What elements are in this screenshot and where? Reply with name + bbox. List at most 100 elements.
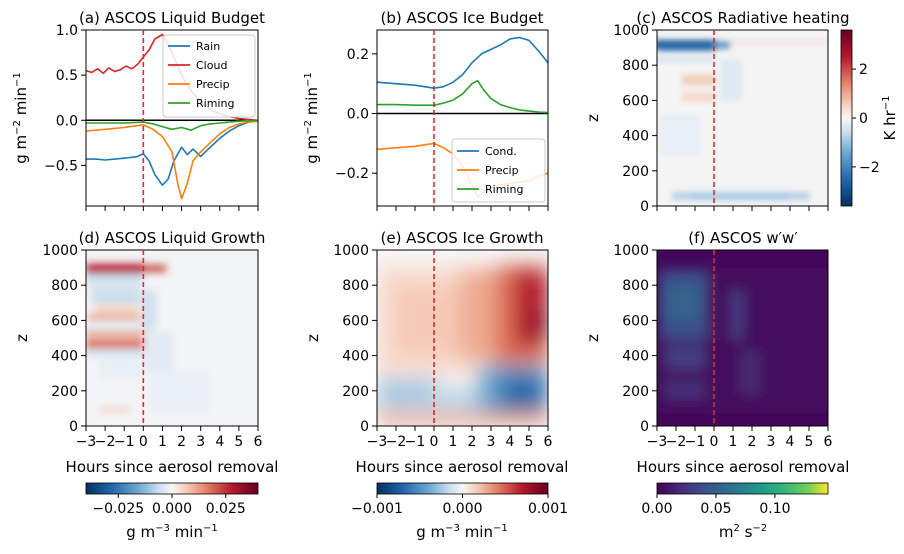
colorbar-label-f: m2 s−2 [719, 523, 767, 541]
heatmap-cell-c [690, 194, 790, 199]
y-tick-label: 1000 [333, 243, 369, 259]
panel-title-e: (e) ASCOS Ice Growth [380, 229, 543, 247]
heatmap-cell-f [665, 380, 705, 400]
colorbar-tick-label: 0.025 [206, 501, 246, 517]
y-tick-label: 0 [69, 419, 78, 435]
series-line-riming [86, 119, 258, 131]
y-tick-label: 1000 [42, 243, 78, 259]
series-line-rain [86, 120, 258, 186]
x-ticks-c [656, 206, 829, 211]
heatmap-d [86, 264, 210, 412]
panel-c-radiative-heating: (c) ASCOS Radiative heating 1000 800 600 40… [584, 9, 899, 215]
colorbar-label-d: g m−3 min−1 [126, 523, 217, 541]
colorbar-tick-label: 0 [859, 111, 868, 127]
x-tick-label: 5 [525, 434, 534, 450]
x-ticks-f: −3−2−1 0 1 2 3 4 5 6 [647, 426, 833, 450]
panel-d-liquid-growth: (d) ASCOS Liquid Growth [13, 229, 278, 541]
heatmap-cell-d [142, 290, 156, 330]
y-tick-label: 200 [622, 384, 649, 400]
y-axis-label-a: g m−2 min−1 [12, 72, 30, 163]
panel-title-c: (c) ASCOS Radiative heating [636, 9, 849, 27]
x-tick-label: 0 [139, 434, 148, 450]
panel-title-a: (a) ASCOS Liquid Budget [79, 9, 265, 27]
y-tick-label: 0 [640, 199, 649, 215]
heatmap-cell-c [730, 40, 828, 45]
colorbar-e: −0.001 0.000 0.001 g m−3 min−1 [351, 482, 568, 541]
y-axis-label-c: z [584, 114, 602, 122]
heatmap-cell-d [86, 340, 144, 348]
colorbar-d: −0.025 0.000 0.025 g m−3 min−1 [85, 482, 259, 541]
x-tick-label: −1 [685, 434, 706, 450]
y-tick-label: 1.0 [56, 23, 78, 39]
x-tick-label: 2 [177, 434, 186, 450]
y-tick-label: 600 [342, 313, 369, 329]
x-tick-label: 3 [196, 434, 205, 450]
colorbar-label-c: K hr−1 [881, 95, 899, 140]
colorbar-tick-label: −0.025 [92, 501, 144, 517]
heatmap-cell-d [92, 296, 140, 302]
y-tick-label: −0.5 [44, 158, 78, 174]
heatmap-cell-d [86, 323, 142, 328]
heatmap-cell-d [144, 332, 174, 372]
axes-frame-f [656, 249, 829, 427]
x-ticks-e: −3−2−1 0 1 2 3 4 5 6 [367, 426, 553, 450]
y-tick-label: 0.0 [347, 107, 369, 123]
y-tick-label: 1000 [613, 243, 649, 259]
panel-title-f: (f) ASCOS w′w′ [688, 229, 798, 247]
heatmap-cell-d [86, 350, 144, 355]
x-tick-label: −1 [405, 434, 426, 450]
axes-frame-c [656, 29, 829, 207]
colorbar-tick-label: 0.000 [152, 501, 192, 517]
x-tick-label: 1 [449, 434, 458, 450]
heatmap-cell-d [88, 314, 140, 320]
legend-label: Riming [196, 97, 234, 110]
heatmap-cell-d [95, 306, 140, 311]
x-tick-label: −1 [114, 434, 135, 450]
y-ticks-e: 1000 800 600 400 200 0 [333, 243, 377, 435]
x-tick-label: 4 [506, 434, 515, 450]
heatmap-cell-f [665, 285, 700, 320]
heatmap-e [377, 265, 548, 424]
y-tick-label: 400 [622, 129, 649, 145]
colorbar-tick-label: 0.00 [641, 501, 672, 517]
x-tick-label: 4 [215, 434, 224, 450]
colorbar-tick-label: 2 [859, 62, 868, 78]
heatmap-cell-d [86, 331, 144, 337]
y-tick-label: 200 [342, 384, 369, 400]
x-tick-label: 0 [710, 434, 719, 450]
x-ticks-a [85, 206, 259, 211]
y-tick-label: 0 [640, 419, 649, 435]
y-tick-label: 0.5 [56, 68, 78, 84]
legend-label: Cloud [196, 59, 227, 72]
heatmap-cell-d [144, 265, 166, 272]
panel-title-d: (d) ASCOS Liquid Growth [79, 229, 266, 247]
x-tick-label: 6 [254, 434, 263, 450]
colorbar-bar-c [840, 29, 853, 207]
series-line-cond [377, 36, 548, 89]
y-axis-label-f: z [584, 334, 602, 342]
series-line-riming [377, 79, 548, 114]
x-tick-label: 3 [767, 434, 776, 450]
y-axis-label-b: g m−2 min−1 [303, 72, 321, 163]
x-ticks-b [376, 206, 549, 211]
heatmap-cell-c [657, 57, 715, 62]
x-tick-label: 1 [158, 434, 167, 450]
legend-box-b [451, 138, 546, 203]
x-tick-label: 1 [729, 434, 738, 450]
heatmap-cell-e [530, 310, 548, 340]
series-line-precip [86, 120, 258, 200]
x-tick-label: −2 [386, 434, 407, 450]
axes-frame-e [376, 249, 549, 427]
colorbar-c: 2 0 −2 K hr−1 [840, 29, 899, 207]
legend-label: Cond. [485, 145, 517, 158]
x-tick-label: 2 [468, 434, 477, 450]
heatmap-cell-c [682, 92, 716, 102]
heatmap-cell-d [100, 408, 130, 412]
y-tick-label: 200 [622, 164, 649, 180]
x-axis-label-d: Hours since aerosol removal [66, 458, 279, 476]
heatmap-c [657, 40, 828, 200]
y-ticks-d: 1000 800 600 400 200 0 [42, 243, 86, 435]
heatmap-cell-d [100, 358, 140, 378]
colorbar-tick-label: 0.05 [700, 501, 731, 517]
